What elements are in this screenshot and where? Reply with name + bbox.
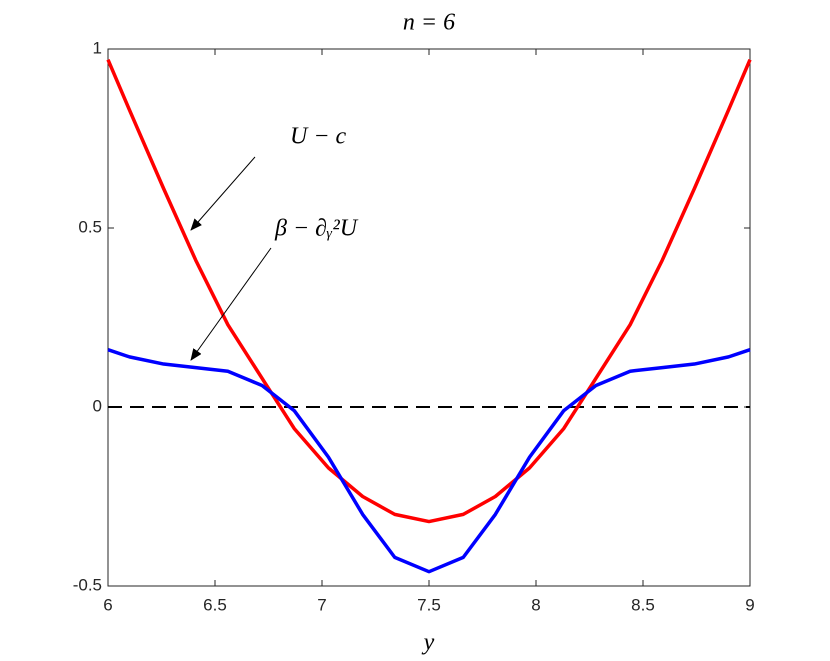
annotation: β − ∂ᵧ²U — [274, 216, 359, 242]
x-tick-label: 9 — [745, 595, 754, 614]
plot-area — [107, 48, 751, 587]
x-tick-label: 7.5 — [417, 595, 441, 614]
x-tick-label: 6.5 — [203, 595, 227, 614]
y-tick-label: 1 — [93, 38, 102, 57]
series-line — [106, 59, 752, 524]
y-tick-label: 0.5 — [78, 217, 102, 236]
y-tick-label: 0 — [93, 396, 102, 415]
x-tick-label: 8.5 — [631, 595, 655, 614]
series-line — [107, 348, 751, 574]
x-tick-label: 8 — [531, 595, 540, 614]
chart-title: n = 6 — [403, 10, 455, 36]
x-tick-label: 7 — [317, 595, 326, 614]
annotation-arrow — [190, 156, 256, 231]
x-axis-label: y — [422, 630, 435, 656]
annotation-arrow — [190, 247, 272, 361]
y-tick-label: -0.5 — [73, 575, 102, 594]
x-tick-label: 6 — [103, 595, 112, 614]
annotation: U − c — [290, 124, 347, 150]
